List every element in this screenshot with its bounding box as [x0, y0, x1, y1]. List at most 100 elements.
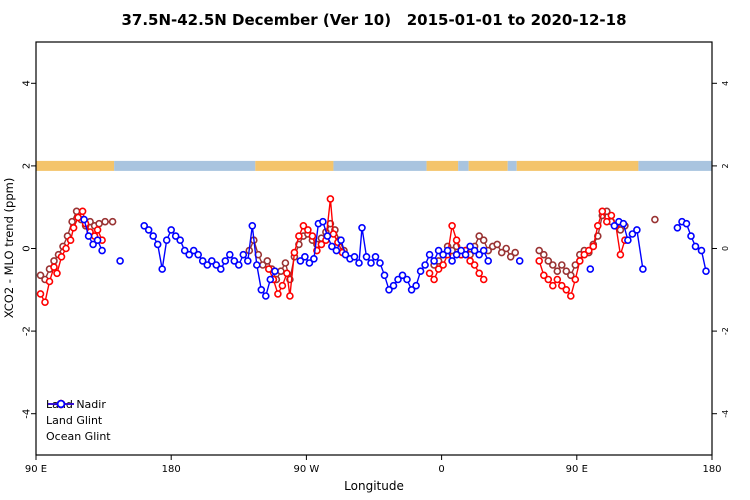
- series-point-2: [180, 246, 189, 255]
- series-point-1: [571, 275, 580, 284]
- series-point-0: [616, 226, 625, 234]
- series-point-2: [162, 236, 171, 244]
- series-point-1: [553, 275, 562, 284]
- series-point-2: [358, 224, 366, 232]
- series-point-2: [80, 215, 88, 224]
- series-point-1: [278, 281, 287, 290]
- y-tick-label-right: -2: [721, 327, 730, 335]
- series-point-0: [553, 267, 562, 276]
- series-point-2: [185, 250, 193, 259]
- y-tick-label: 4: [22, 80, 33, 86]
- series-point-1: [598, 207, 607, 216]
- series-point-1: [62, 244, 70, 253]
- series-point-1: [317, 240, 326, 249]
- series-point-1: [308, 232, 317, 240]
- series-point-1: [329, 230, 338, 238]
- series-point-1: [425, 269, 434, 278]
- series-point-2: [198, 257, 207, 265]
- series-point-0: [108, 217, 117, 226]
- series-point-2: [515, 257, 524, 265]
- series-point-0: [36, 271, 45, 280]
- legend-entry-ocean-glint: Ocean Glint: [46, 399, 111, 444]
- series-point-1: [562, 285, 571, 294]
- series-point-0: [95, 219, 103, 228]
- series-point-1: [430, 275, 438, 284]
- series-point-1: [584, 246, 593, 255]
- series-point-0: [493, 240, 502, 249]
- series-point-1: [274, 290, 282, 298]
- series-point-1: [479, 275, 488, 284]
- series-point-0: [548, 261, 557, 269]
- series-point-1: [616, 250, 625, 259]
- map-band-land: [36, 160, 115, 171]
- series-point-1: [466, 257, 474, 265]
- series-point-0: [539, 250, 548, 259]
- series-point-2: [337, 236, 345, 244]
- series-point-1: [535, 257, 544, 265]
- series-point-2: [93, 236, 102, 244]
- series-point-2: [244, 257, 252, 265]
- ocean-glint-symbol-icon: [48, 399, 74, 409]
- series-line-2: [676, 220, 707, 272]
- series-point-2: [319, 217, 327, 226]
- series-point-0: [72, 207, 81, 216]
- series-point-2: [434, 246, 443, 255]
- series-point-2: [412, 281, 420, 290]
- series-point-2: [301, 252, 309, 261]
- map-band-land: [516, 160, 639, 171]
- y-tick-label-right: 2: [721, 163, 730, 168]
- series-point-2: [84, 232, 93, 240]
- series-point-2: [194, 250, 202, 259]
- series-point-1: [45, 277, 54, 286]
- series-point-1: [589, 242, 598, 251]
- series-point-2: [271, 267, 279, 276]
- series-point-1: [93, 226, 102, 234]
- series-point-2: [167, 226, 175, 234]
- series-point-2: [257, 285, 266, 294]
- map-band-ocean: [333, 160, 427, 171]
- series-point-1: [452, 236, 461, 244]
- series-point-2: [341, 250, 350, 259]
- series-point-0: [566, 271, 575, 280]
- series-point-2: [217, 265, 225, 273]
- series-point-1: [295, 232, 303, 240]
- x-tick-label: 90 E: [566, 464, 588, 475]
- series-point-2: [484, 257, 493, 265]
- map-band-ocean: [638, 160, 712, 171]
- series-point-0: [101, 217, 109, 226]
- y-tick-label: 0: [22, 245, 33, 251]
- y-tick-label: -4: [22, 409, 33, 419]
- series-point-1: [439, 261, 447, 269]
- series-point-2: [239, 250, 248, 259]
- legend-label-land-glint: Land Glint: [46, 414, 103, 427]
- legend-entry-land-glint: Land Glint: [46, 399, 111, 428]
- series-point-1: [286, 292, 294, 300]
- chart-title: 37.5N-42.5N December (Ver 10) 2015-01-01…: [121, 11, 626, 29]
- series-point-1: [41, 298, 49, 307]
- series-point-2: [310, 254, 318, 263]
- series-point-2: [624, 236, 632, 244]
- series-point-2: [403, 275, 411, 284]
- series-point-2: [266, 275, 275, 284]
- series-point-1: [602, 217, 611, 226]
- series-point-2: [394, 275, 402, 284]
- y-tick-label-right: 4: [721, 81, 730, 86]
- series-point-0: [562, 267, 571, 276]
- series-point-2: [439, 250, 447, 259]
- series-point-2: [628, 230, 637, 238]
- series-point-2: [470, 246, 479, 255]
- y-tick-label: 2: [22, 163, 33, 169]
- series-point-1: [304, 226, 312, 234]
- series-point-1: [290, 248, 299, 257]
- x-tick-label: 90 W: [294, 464, 320, 475]
- series-point-2: [673, 224, 682, 232]
- series-point-2: [475, 250, 484, 259]
- series-point-2: [140, 222, 148, 230]
- series-point-0: [479, 236, 488, 244]
- series-point-2: [230, 257, 239, 265]
- series-point-1: [74, 213, 82, 222]
- series-point-2: [248, 222, 257, 230]
- series-point-1: [566, 292, 575, 300]
- series-point-2: [323, 232, 332, 240]
- series-point-0: [557, 261, 566, 269]
